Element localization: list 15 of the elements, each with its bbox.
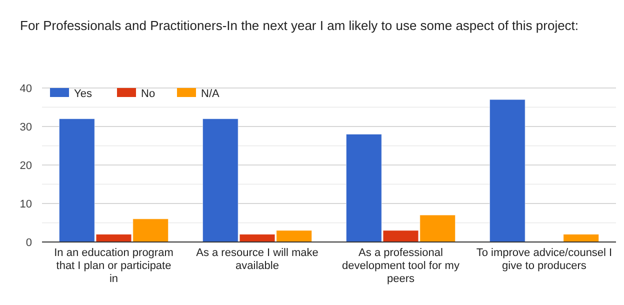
x-tick-label: To improve advice/counsel I give to producers: [476, 247, 612, 272]
x-tick-label: As a professional development tool for my peers: [342, 247, 460, 285]
y-tick-label: 10: [20, 198, 32, 210]
chart-title: For Professionals and Practitioners-In the next year I am likely to use some aspect of this project:: [20, 18, 579, 33]
y-tick-label: 20: [20, 160, 32, 172]
legend-label: Yes: [74, 88, 92, 100]
legend-label: No: [141, 88, 156, 100]
y-tick-label: 0: [26, 236, 32, 249]
y-tick-label: 30: [20, 121, 32, 134]
legend-label: N/A: [201, 88, 220, 100]
x-tick-label: In an education program that I plan or participate in: [54, 247, 174, 285]
bar: [489, 99, 526, 242]
y-tick-label: 40: [20, 82, 32, 95]
bar: [563, 234, 600, 242]
x-tick-label: As a resource I will make available: [196, 247, 318, 272]
